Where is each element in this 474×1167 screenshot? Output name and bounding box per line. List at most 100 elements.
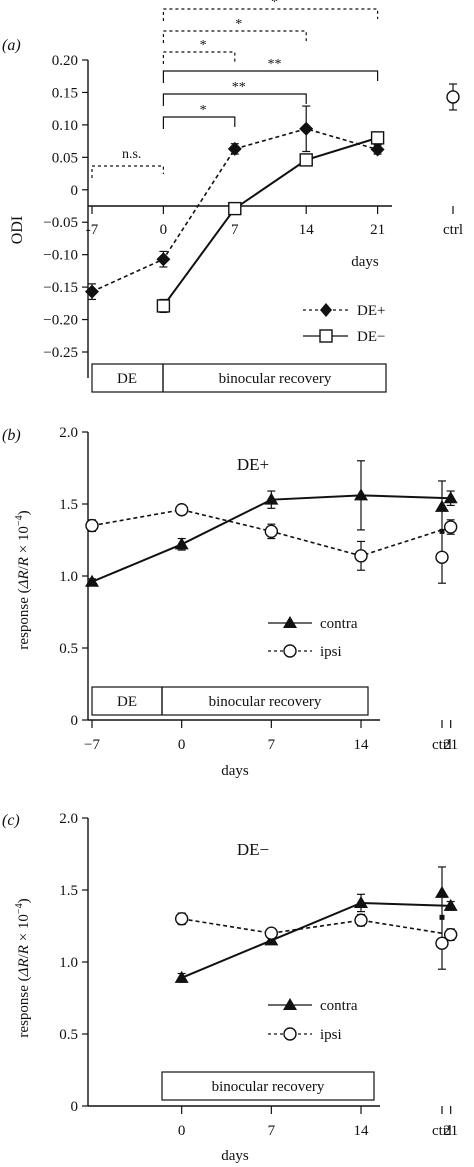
panel-a-series-0-line: [91, 127, 378, 293]
legend-contra-label: contra: [320, 616, 358, 632]
panel-c-ytick-label: 1.0: [59, 955, 78, 971]
panel-c-treatment-bar: binocular recovery: [161, 1071, 375, 1101]
panel-c-ytick-label: 0.5: [59, 1027, 78, 1043]
panel-a-series-0-point: [156, 252, 171, 267]
panel-b-treatment-bar: DE binocular recovery: [91, 686, 369, 716]
panel-a-ytick-label: −0.05: [43, 215, 78, 231]
panel-a-ylabel: ODI: [9, 216, 26, 244]
panel-a-xtick-label: 7: [231, 222, 239, 238]
panel-a-sig-label: *: [235, 17, 242, 32]
panel-a-series-1-point: [156, 299, 171, 313]
panel-b-bar-outline: [91, 686, 369, 716]
panel-b-bar-de: DE: [117, 694, 137, 710]
panel-a-sig-bracket: [162, 93, 307, 106]
panel-c-series-1-point: [443, 927, 458, 942]
panel-c-xtick-label: 21: [443, 1123, 458, 1139]
panel-a-ytick-label: −0.20: [43, 313, 78, 329]
legend-contra-marker: [283, 998, 297, 1010]
panel-a-series-0-point: [227, 141, 242, 156]
panel-a-label: (a): [2, 37, 21, 54]
panel-b-series-0-point: [354, 488, 369, 501]
panel-a-series-1-point: [299, 153, 313, 167]
panel-a-sig-bracket: [162, 30, 307, 43]
panel-a-ctrl-label: ctrl: [443, 222, 463, 238]
panel-c: (c) DE− response (ΔR/R × 10−4) days 2.0 1…: [2, 811, 458, 1164]
panel-a-bar-recovery: binocular recovery: [219, 371, 332, 387]
panel-b-xlabel: days: [221, 763, 249, 779]
panel-a-sig-label: **: [268, 57, 282, 72]
panel-b-legend: contra ipsi: [268, 616, 358, 660]
panel-c-series-0-point: [443, 898, 458, 911]
panel-a-series-1-line: [162, 136, 378, 307]
panel-c-ctrl-label: ctrl: [432, 1123, 452, 1139]
panel-b-ctrl-mid: [439, 528, 445, 534]
panel-a-sig-label: **: [232, 80, 246, 95]
panel-b-series-1-point: [85, 518, 99, 533]
legend-de-plus-marker: [320, 303, 332, 317]
panel-a-sig-bracket: [162, 8, 379, 21]
panel-b-series-1-point: [443, 520, 458, 534]
panel-a-ytick-label: −0.25: [43, 345, 78, 361]
panel-c-series-0-line: [181, 901, 451, 979]
panel-b-title: DE+: [237, 455, 269, 474]
panel-b-xtick-label: 14: [354, 737, 370, 753]
panel-a-bar-de: DE: [117, 371, 137, 387]
panel-b-series-0-point: [174, 537, 189, 550]
panel-a-sig-label: *: [271, 0, 278, 10]
panel-c-ytick-label: 1.5: [59, 883, 78, 899]
panel-b-series-1-point: [174, 503, 189, 517]
legend-contra-marker: [283, 616, 297, 628]
panel-a-xtick-label: 0: [160, 222, 168, 238]
legend-ipsi-marker: [283, 1027, 297, 1041]
panel-a-series-1-point: [228, 201, 242, 216]
panel-c-series-1-point: [264, 926, 279, 940]
legend-ipsi-label: ipsi: [320, 1027, 342, 1043]
panel-b-bar-recovery: binocular recovery: [209, 694, 322, 710]
panel-c-ctrl-ipsi-point: [435, 936, 449, 950]
panel-c-bar-recovery: binocular recovery: [212, 1079, 325, 1095]
panel-b-ctrl-ipsi-point: [435, 550, 449, 564]
panel-a-ytick-label: 0: [71, 183, 79, 199]
panel-b-series-0-point: [264, 492, 279, 505]
panel-a-ns-bracket: [91, 165, 164, 178]
panel-a-treatment-bar: DE binocular recovery: [91, 363, 387, 393]
panel-a-sig-label: *: [200, 103, 207, 118]
panel-a-series-0-point: [85, 284, 99, 299]
legend-de-minus-label: DE−: [357, 329, 385, 345]
panel-c-ylabel: response (ΔR/R × 10−4): [14, 898, 32, 1037]
panel-b-series-0-point: [443, 491, 458, 504]
panel-b-ylabel: response (ΔR/R × 10−4): [14, 510, 32, 649]
panel-c-bar-outline: [161, 1071, 375, 1101]
legend-contra-label: contra: [320, 998, 358, 1014]
panel-a-xtick-label: 14: [299, 222, 315, 238]
panel-b-series-1-point: [264, 524, 279, 539]
panel-b: (b) DE+ response (ΔR/R × 10−4) days 2.0 1…: [2, 425, 458, 779]
legend-de-minus-marker: [319, 329, 333, 343]
panel-a-legend: DE+ DE−: [303, 303, 385, 345]
panel-a-sig-label: *: [200, 38, 207, 53]
panel-c-series-0-point: [354, 895, 369, 908]
panel-a-xtick-label: 21: [370, 222, 385, 238]
panel-a-xlabel: days: [351, 254, 379, 270]
panel-a-series-0-point: [299, 121, 314, 136]
panel-a-ytick-label: −0.15: [43, 280, 78, 296]
panel-c-xlabel: days: [221, 1148, 249, 1164]
panel-c-series-1-point: [174, 912, 189, 926]
panel-c-xtick-label: 0: [178, 1123, 186, 1139]
panel-c-xtick-label: 14: [354, 1123, 370, 1139]
panel-a-ytick-label: 0.15: [52, 85, 78, 101]
panel-b-xtick-label: −7: [84, 737, 100, 753]
panel-c-ctrl-contra-point: [435, 885, 449, 898]
panel-c-ytick-label: 2.0: [59, 811, 78, 827]
panel-b-ytick-label: 1.5: [59, 497, 78, 513]
panel-b-xtick-label: 21: [443, 737, 458, 753]
panel-c-ctrl-mid: [439, 914, 445, 920]
panel-c-label: (c): [2, 812, 20, 829]
panel-b-ytick-label: 1.0: [59, 569, 78, 585]
panel-c-series-1-line: [181, 918, 451, 936]
panel-a: (a) ODI days 0.20 0.15 0.10 0.05 0 −0.05 −0.10…: [2, 0, 463, 393]
panel-a-xtick-label: -7: [86, 222, 99, 238]
legend-ipsi-marker: [283, 644, 297, 658]
panel-a-sig-bracket: [162, 116, 236, 129]
panel-b-series-0-point: [85, 574, 99, 587]
